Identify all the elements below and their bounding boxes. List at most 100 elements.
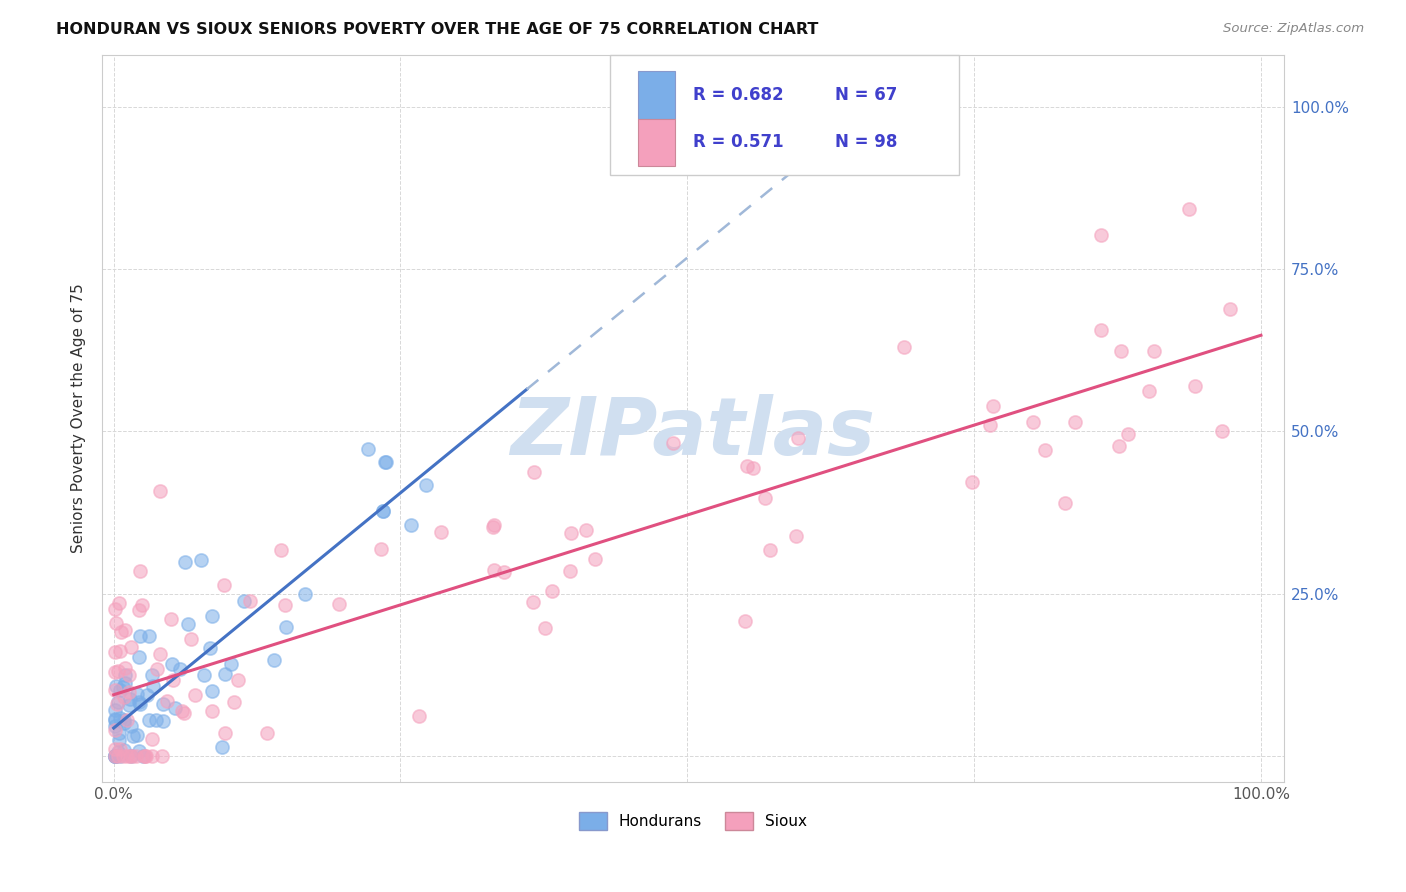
Point: [141, 731, 163, 746]
Point: [1108, 438, 1130, 452]
Point: [104, 712, 127, 726]
Point: [430, 524, 453, 539]
Point: [129, 565, 152, 579]
Point: [138, 713, 160, 727]
Point: [374, 455, 396, 469]
Point: [173, 556, 195, 570]
Point: [371, 504, 394, 518]
Point: [201, 684, 224, 698]
Point: [128, 650, 150, 665]
Point: [541, 584, 564, 599]
Point: [193, 668, 215, 682]
Point: [105, 697, 128, 711]
Point: [754, 491, 776, 505]
Point: [1033, 442, 1056, 457]
Point: [583, 552, 606, 566]
Point: [112, 743, 135, 757]
Point: [105, 679, 128, 693]
Point: [104, 602, 127, 616]
Point: [136, 688, 159, 702]
Point: [131, 598, 153, 612]
Point: [120, 719, 142, 733]
Point: [104, 683, 127, 698]
Point: [108, 733, 131, 747]
Point: [121, 748, 143, 763]
Point: [125, 748, 148, 763]
Point: [1022, 416, 1045, 430]
Point: [169, 662, 191, 676]
Point: [737, 458, 759, 473]
Point: [132, 748, 155, 763]
Point: [108, 683, 131, 698]
Point: [104, 713, 127, 727]
Point: [173, 706, 195, 720]
Y-axis label: Seniors Poverty Over the Age of 75: Seniors Poverty Over the Age of 75: [72, 284, 86, 553]
Point: [128, 603, 150, 617]
Point: [190, 553, 212, 567]
Point: [256, 726, 278, 740]
Point: [484, 518, 506, 533]
Point: [214, 667, 236, 681]
Point: [211, 739, 233, 754]
Text: N = 67: N = 67: [835, 87, 897, 104]
Point: [575, 523, 598, 537]
Point: [114, 668, 136, 682]
Point: [981, 400, 1004, 414]
Point: [1064, 415, 1087, 429]
Point: [214, 578, 236, 592]
Point: [114, 675, 136, 690]
Point: [104, 748, 127, 763]
Point: [128, 744, 150, 758]
Point: [108, 725, 131, 739]
Point: [787, 431, 810, 445]
Point: [558, 564, 581, 578]
Point: [111, 680, 134, 694]
Point: [408, 708, 430, 723]
Point: [145, 713, 167, 727]
Point: [159, 611, 181, 625]
Point: [110, 748, 132, 763]
Point: [482, 563, 505, 577]
Point: [107, 745, 129, 759]
Text: N = 98: N = 98: [835, 133, 897, 152]
Point: [107, 695, 129, 709]
Point: [294, 586, 316, 600]
Point: [156, 694, 179, 708]
Point: [118, 698, 141, 712]
Point: [114, 624, 136, 638]
Point: [108, 644, 131, 658]
Point: [533, 621, 555, 635]
Point: [108, 711, 131, 725]
Point: [134, 748, 156, 763]
Point: [122, 730, 145, 744]
Point: [200, 704, 222, 718]
Point: [104, 748, 127, 763]
Point: [1137, 384, 1160, 399]
Point: [357, 442, 380, 456]
Point: [129, 629, 152, 643]
Point: [226, 673, 249, 687]
Point: [176, 616, 198, 631]
Point: [128, 698, 150, 712]
Point: [146, 662, 169, 676]
Point: [233, 594, 256, 608]
Point: [118, 685, 141, 699]
Point: [104, 748, 127, 763]
Point: [149, 484, 172, 499]
Point: [214, 726, 236, 740]
Point: [120, 748, 142, 763]
Text: R = 0.571: R = 0.571: [693, 133, 783, 152]
Point: [371, 503, 394, 517]
Text: Source: ZipAtlas.com: Source: ZipAtlas.com: [1223, 22, 1364, 36]
Point: [239, 594, 262, 608]
Point: [274, 598, 297, 612]
Point: [120, 640, 142, 655]
Point: [135, 748, 157, 763]
Text: ZIPatlas: ZIPatlas: [510, 394, 876, 472]
Point: [108, 596, 131, 610]
Point: [263, 653, 285, 667]
Point: [118, 692, 141, 706]
Point: [661, 436, 683, 450]
Point: [1184, 379, 1206, 393]
Point: [201, 608, 224, 623]
